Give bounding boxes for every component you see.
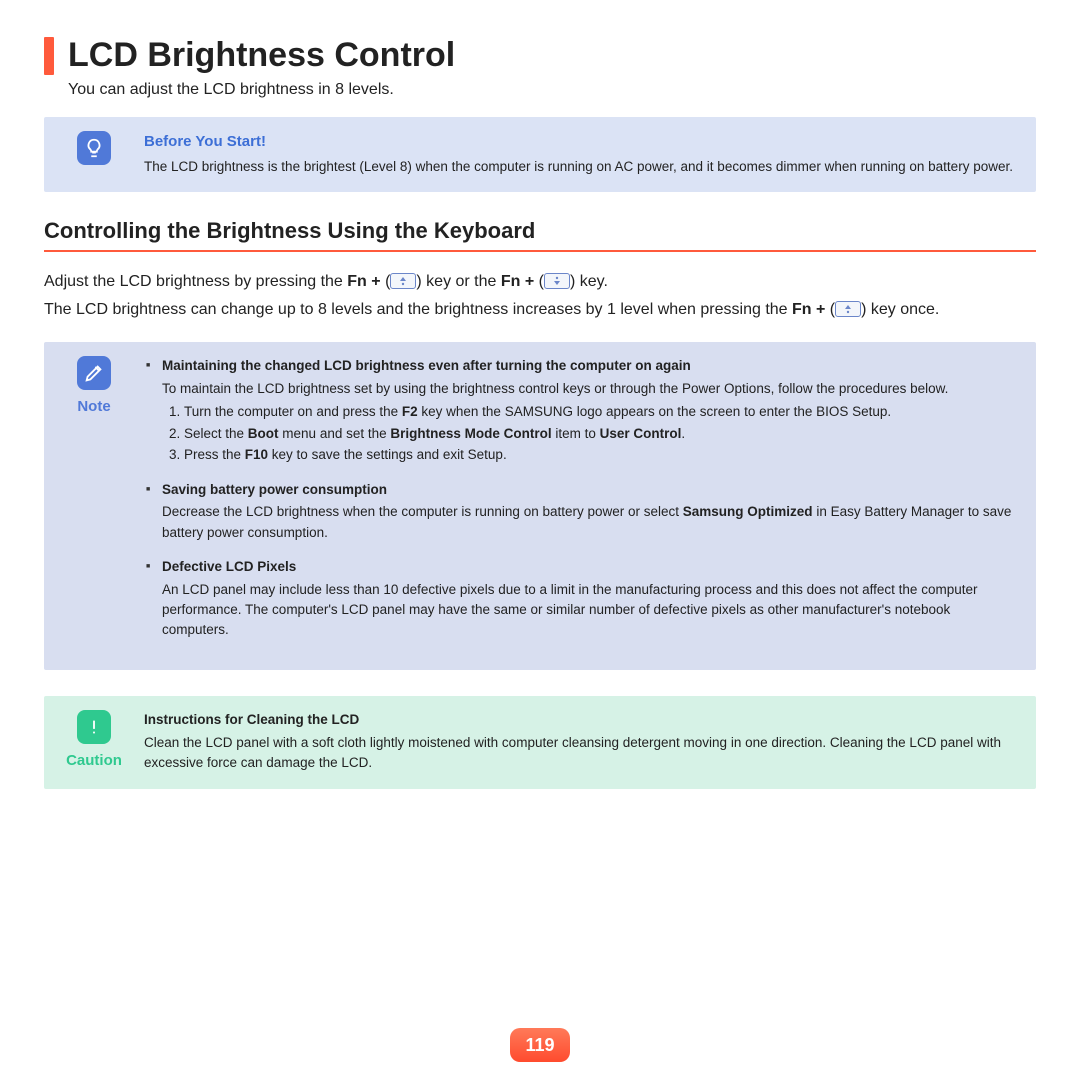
- caution-callout: Caution Instructions for Cleaning the LC…: [44, 696, 1036, 789]
- section-body: Adjust the LCD brightness by pressing th…: [44, 270, 1036, 322]
- key-down-icon: [544, 273, 570, 289]
- caution-body: Instructions for Cleaning the LCD Clean …: [144, 710, 1018, 773]
- note-label: Note: [77, 398, 110, 415]
- page-title: LCD Brightness Control: [68, 36, 455, 75]
- key-up-icon: [390, 273, 416, 289]
- caution-label: Caution: [66, 752, 122, 769]
- before-start-callout: Before You Start! The LCD brightness is …: [44, 117, 1036, 192]
- note-icon-col: Note: [62, 356, 126, 654]
- section-p2: The LCD brightness can change up to 8 le…: [44, 298, 1036, 322]
- section-p1: Adjust the LCD brightness by pressing th…: [44, 270, 1036, 294]
- exclamation-icon: [77, 710, 111, 744]
- page-number-wrap: 119: [510, 1028, 570, 1062]
- note-step-3: Press the F10 key to save the settings a…: [184, 444, 1018, 466]
- note-callout: Note Maintaining the changed LCD brightn…: [44, 342, 1036, 670]
- lightbulb-icon: [77, 131, 111, 165]
- section-rule: [44, 250, 1036, 252]
- pencil-icon: [77, 356, 111, 390]
- caution-icon-col: Caution: [62, 710, 126, 773]
- note-step-2: Select the Boot menu and set the Brightn…: [184, 423, 1018, 445]
- note-item-3: Defective LCD Pixels An LCD panel may in…: [144, 557, 1018, 640]
- page-number: 119: [510, 1028, 570, 1062]
- section-title: Controlling the Brightness Using the Key…: [44, 218, 1036, 244]
- before-start-heading: Before You Start!: [144, 131, 1018, 153]
- accent-bar: [44, 37, 54, 75]
- note-body: Maintaining the changed LCD brightness e…: [144, 356, 1018, 654]
- before-start-body: Before You Start! The LCD brightness is …: [144, 131, 1018, 176]
- before-start-text: The LCD brightness is the brightest (Lev…: [144, 157, 1018, 177]
- key-up-icon: [835, 301, 861, 317]
- note-step-1: Turn the computer on and press the F2 ke…: [184, 401, 1018, 423]
- note-item-2: Saving battery power consumption Decreas…: [144, 480, 1018, 543]
- page-title-row: LCD Brightness Control: [44, 36, 1036, 75]
- page-intro: You can adjust the LCD brightness in 8 l…: [68, 81, 1036, 99]
- callout-icon-col: [62, 131, 126, 176]
- note-item-1: Maintaining the changed LCD brightness e…: [144, 356, 1018, 466]
